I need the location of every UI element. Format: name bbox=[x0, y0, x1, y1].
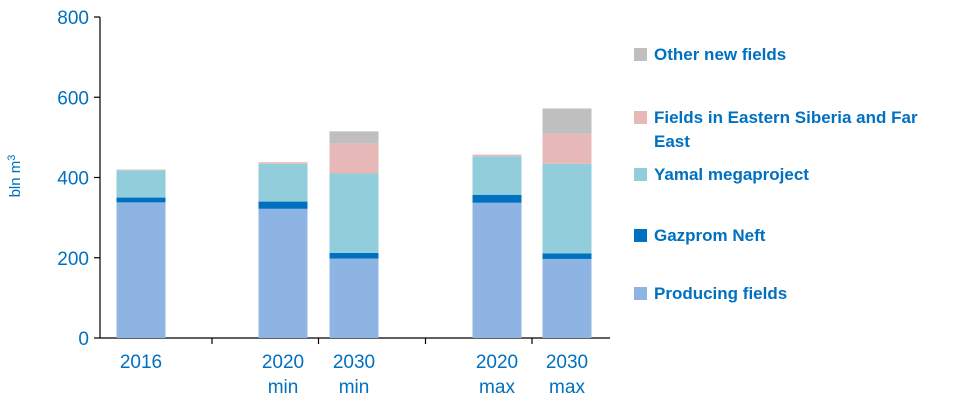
x-tick-label-line: max bbox=[549, 377, 585, 398]
x-tick-label-line: min bbox=[268, 377, 299, 398]
bar-segment-fields-in-eastern-siberia-and-far-east bbox=[116, 169, 166, 171]
y-axis-title-superscript: 3 bbox=[6, 155, 18, 161]
legend-label-line: Gazprom Neft bbox=[654, 226, 766, 245]
bar-segment-gazprom-neft bbox=[542, 253, 592, 259]
bar-segment-producing-fields bbox=[472, 202, 522, 338]
legend-label-line: Yamal megaproject bbox=[654, 165, 809, 184]
x-tick-label: 2016 bbox=[120, 352, 162, 373]
bar-segment-gazprom-neft bbox=[472, 194, 522, 203]
bar-segment-producing-fields bbox=[542, 258, 592, 338]
legend-label: Producing fields bbox=[654, 284, 787, 303]
bar-segment-fields-in-eastern-siberia-and-far-east bbox=[542, 133, 592, 164]
bar-segment-yamal-megaproject bbox=[329, 173, 379, 253]
bar-segment-fields-in-eastern-siberia-and-far-east bbox=[258, 162, 308, 164]
legend-swatch bbox=[634, 287, 647, 300]
x-tick-label-line: max bbox=[479, 377, 515, 398]
x-tick-label-line: 2030 bbox=[546, 352, 588, 373]
bar-segment-producing-fields bbox=[116, 202, 166, 338]
x-tick-label: 2020 max bbox=[476, 352, 518, 398]
y-tick-label: 400 bbox=[57, 169, 89, 190]
x-tick-label: 2030 min bbox=[333, 352, 375, 398]
bar-segment-gazprom-neft bbox=[258, 201, 308, 209]
y-axis-title: bln m3 bbox=[6, 155, 24, 198]
legend-label-line: East bbox=[654, 132, 690, 151]
x-tick-label-line: 2020 bbox=[262, 352, 304, 373]
bars bbox=[116, 108, 592, 338]
x-tick-label-line: 2020 bbox=[476, 352, 518, 373]
legend-label-line: Fields in Eastern Siberia and Far bbox=[654, 108, 918, 127]
bar-segment-fields-in-eastern-siberia-and-far-east bbox=[329, 143, 379, 174]
legend-label-line: Other new fields bbox=[654, 45, 786, 64]
x-tick-label: 2020 min bbox=[262, 352, 304, 398]
y-tick-label: 800 bbox=[57, 8, 89, 29]
bar-segment-fields-in-eastern-siberia-and-far-east bbox=[472, 154, 522, 157]
legend-swatch bbox=[634, 168, 647, 181]
bar-segment-other-new-fields bbox=[542, 108, 592, 134]
legend-label: Gazprom Neft bbox=[654, 226, 766, 245]
legend-swatch bbox=[634, 229, 647, 242]
x-tick-label-line: min bbox=[339, 377, 370, 398]
legend-label-line: Producing fields bbox=[654, 284, 787, 303]
x-tick-label: 2030 max bbox=[546, 352, 588, 398]
bar-segment-other-new-fields bbox=[329, 131, 379, 144]
bar-segment-gazprom-neft bbox=[329, 252, 379, 259]
legend-label: Fields in Eastern Siberia and Far East bbox=[654, 108, 918, 151]
bar-segment-yamal-megaproject bbox=[542, 163, 592, 254]
y-tick-label: 600 bbox=[57, 88, 89, 109]
legend-swatch bbox=[634, 111, 647, 124]
x-tick-label-line: 2016 bbox=[120, 352, 162, 373]
x-tick-label-line: 2030 bbox=[333, 352, 375, 373]
y-ticks: 0 200 400 600 800 bbox=[57, 8, 100, 350]
y-tick-label: 200 bbox=[57, 249, 89, 270]
bar-segment-producing-fields bbox=[329, 258, 379, 338]
bar-segment-yamal-megaproject bbox=[258, 163, 308, 202]
y-tick-label: 0 bbox=[78, 329, 89, 350]
x-ticks: 2016 2020 min 2030 min 2020 max 2030 max bbox=[120, 338, 588, 398]
bar-segment-producing-fields bbox=[258, 208, 308, 338]
bar-segment-gazprom-neft bbox=[116, 197, 166, 203]
bar-segment-yamal-megaproject bbox=[116, 170, 166, 198]
legend-label: Other new fields bbox=[654, 45, 786, 64]
bar-segment-yamal-megaproject bbox=[472, 156, 522, 195]
legend-label: Yamal megaproject bbox=[654, 165, 809, 184]
legend-swatch bbox=[634, 48, 647, 61]
legend: Other new fields Fields in Eastern Siberi… bbox=[634, 45, 918, 303]
